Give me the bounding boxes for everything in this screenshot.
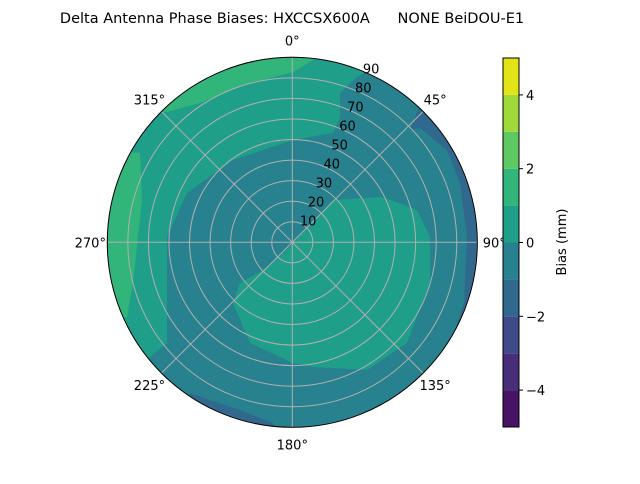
contour-region <box>233 197 430 370</box>
radial-tick-label: 70 <box>347 100 364 115</box>
angular-gridline <box>161 241 293 374</box>
radial-tick-label: 30 <box>316 176 333 191</box>
colorbar-segment <box>503 168 519 206</box>
angular-gridline <box>291 241 424 374</box>
radial-tick-labels: 10 20 30 40 50 60 70 80 90 <box>300 62 379 229</box>
radial-tick-label: 40 <box>323 157 340 172</box>
angle-tick-label: 90° <box>483 236 506 251</box>
colorbar-segment <box>503 94 519 132</box>
radial-tick-label: 80 <box>355 81 372 96</box>
colorbar-segment <box>503 131 519 169</box>
colorbar-tick-label: 2 <box>526 163 534 178</box>
radial-tick-label: 60 <box>339 119 356 134</box>
colorbar-segment <box>503 279 519 317</box>
colorbar-segment <box>503 58 519 95</box>
chart-title: Delta Antenna Phase Biases: HXCCSX600A N… <box>60 11 524 27</box>
angle-tick-labels: 0° 45° 90° 135° 180° 225° 270° 315° <box>75 34 506 453</box>
angle-tick-label: 270° <box>75 236 106 251</box>
angular-gridline <box>291 111 424 243</box>
radial-tick-label: 20 <box>308 195 325 210</box>
colorbar-label: Bias (mm) <box>555 209 570 276</box>
colorbar-tick-label: 0 <box>526 237 534 252</box>
polar-frame <box>106 56 478 428</box>
colorbar: −4 −2 0 2 4 <box>502 57 545 428</box>
angle-tick-label: 45° <box>424 93 447 108</box>
angle-tick-label: 0° <box>285 34 300 49</box>
colorbar-tick-label: 4 <box>526 89 534 104</box>
angle-tick-label: 225° <box>134 379 165 394</box>
radial-tick-label: 50 <box>331 138 348 153</box>
angular-gridline <box>161 111 293 243</box>
colorbar-tick-label: −4 <box>526 384 545 399</box>
colorbar-segment <box>503 353 519 391</box>
colorbar-tick-label: −2 <box>526 310 545 325</box>
angle-tick-label: 135° <box>419 379 450 394</box>
radial-tick-label: 10 <box>300 214 317 229</box>
contour-region <box>107 150 142 320</box>
angle-tick-label: 315° <box>134 93 165 108</box>
colorbar-segment <box>503 242 519 280</box>
colorbar-segment <box>503 390 519 427</box>
polar-grid <box>106 56 478 428</box>
colorbar-segment <box>503 316 519 354</box>
colorbar-segment <box>503 205 519 243</box>
angle-tick-label: 180° <box>277 438 308 453</box>
radial-tick-label: 90 <box>363 62 380 77</box>
